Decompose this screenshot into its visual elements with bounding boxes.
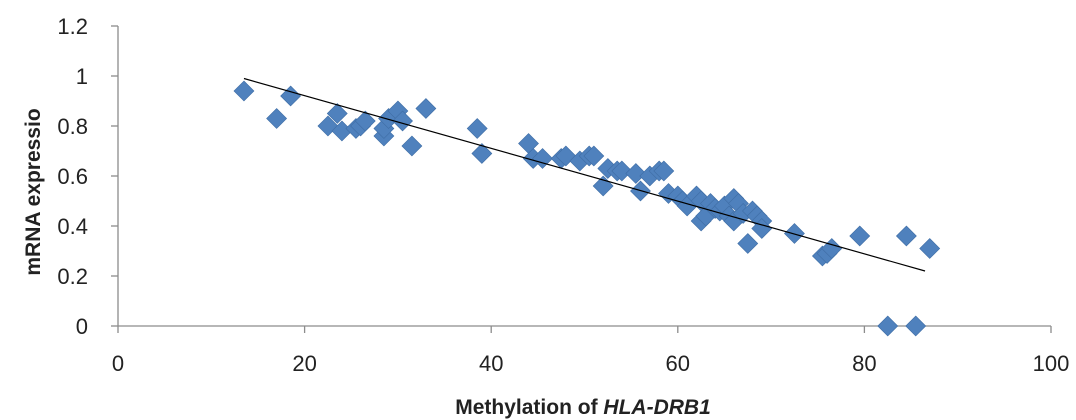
data-points — [233, 80, 941, 337]
data-point-marker — [905, 315, 927, 337]
y-tick-label: 1.2 — [57, 14, 88, 39]
data-point-marker — [415, 98, 437, 119]
y-tick-label: 0.8 — [57, 114, 88, 139]
data-point-marker — [611, 160, 633, 182]
y-tick-labels: 0 0.2 0.4 0.6 0.8 1 1.2 — [57, 14, 88, 339]
y-tick-label: 1 — [76, 64, 88, 89]
data-point-marker — [471, 143, 493, 164]
x-tick-label: 20 — [292, 351, 316, 376]
y-tick-label: 0.6 — [57, 164, 88, 189]
x-axis-title-gene: HLA-DRB1 — [603, 396, 710, 419]
y-axis-title: mRNA expressio — [22, 108, 45, 275]
data-point-marker — [532, 148, 553, 169]
trendline-layer — [243, 77, 926, 272]
data-point-marker — [919, 238, 941, 259]
data-point-marker — [280, 85, 302, 107]
y-tick-label: 0.4 — [57, 214, 88, 239]
data-point-marker — [849, 225, 871, 247]
data-point-marker — [877, 315, 899, 337]
data-point-marker — [392, 110, 413, 132]
data-point-marker — [592, 175, 614, 197]
x-tick-label: 40 — [479, 351, 503, 376]
data-point-marker — [625, 163, 647, 184]
axes — [111, 25, 1052, 333]
x-tick-labels: 0 20 40 60 80 100 — [112, 351, 1069, 376]
trendline — [243, 77, 926, 272]
x-axis-title-prefix: Methylation of — [455, 396, 603, 419]
y-tick-label: 0.2 — [57, 264, 88, 289]
x-axis-title: Methylation of HLA-DRB1 — [455, 396, 711, 419]
data-point-marker — [466, 118, 488, 139]
data-point-marker — [895, 225, 917, 247]
data-point-marker — [233, 80, 255, 102]
data-point-marker — [326, 103, 348, 124]
x-tick-label: 100 — [1033, 351, 1070, 376]
data-point-marker — [653, 160, 675, 182]
x-tick-label: 0 — [112, 351, 124, 376]
data-point-marker — [266, 108, 288, 129]
data-point-marker — [583, 145, 605, 167]
x-tick-label: 80 — [852, 351, 876, 376]
data-point-marker — [737, 233, 759, 254]
y-tick-label: 0 — [76, 314, 88, 339]
data-point-marker — [401, 135, 423, 157]
x-tick-label: 60 — [666, 351, 690, 376]
data-point-marker — [354, 110, 376, 132]
